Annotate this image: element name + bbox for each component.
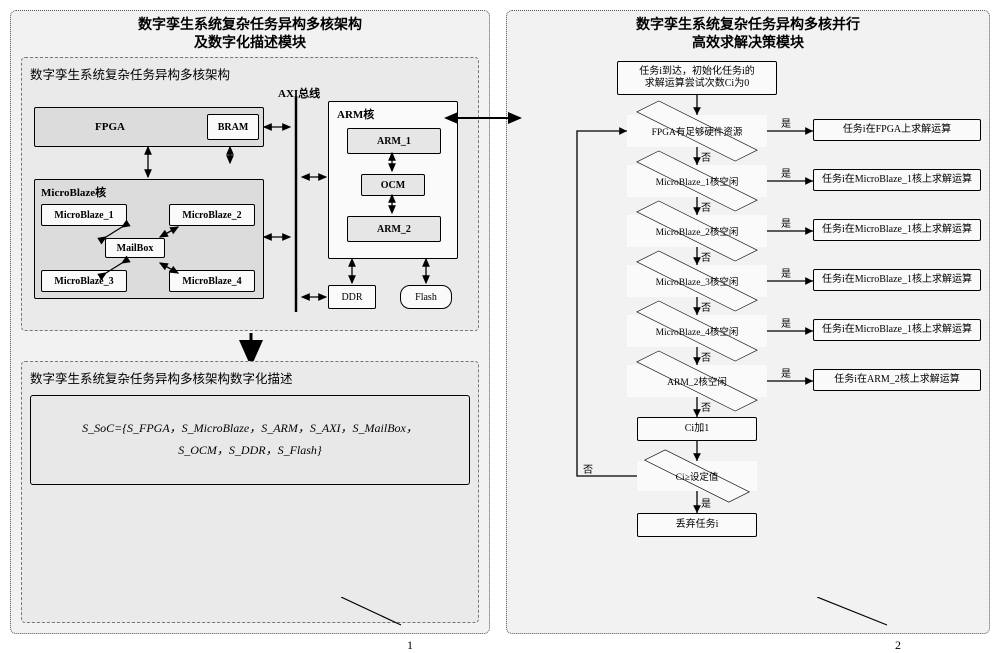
leader-left [341,597,451,637]
no-1: 否 [701,149,711,164]
no-3: 否 [701,249,711,264]
leader-right [817,597,937,637]
flow-inc: Ci加1 [637,417,757,441]
ocm-block: OCM [361,174,425,196]
arm1-block: ARM_1 [347,128,441,154]
yes-3: 是 [781,215,791,230]
arch-area: AXI总线 FPGA BRAM MicroBlaze核 MicroBlaze_1… [30,87,470,322]
flow-drop: 丢弃任务i [637,513,757,537]
flow-a1: 任务i在FPGA上求解运算 [813,119,981,141]
mailbox-block: MailBox [105,238,165,258]
arm2-block: ARM_2 [347,216,441,242]
no-5: 否 [701,349,711,364]
no-4: 否 [701,299,711,314]
mb3-block: MicroBlaze_3 [41,270,127,292]
arm-core-label: ARM核 [337,106,374,122]
desc-formula: S_SoC={S_FPGA，S_MicroBlaze，S_ARM，S_AXI，S… [30,395,470,484]
mb-core-label: MicroBlaze核 [41,184,106,200]
flow-d1: FPGA有足够硬件资源 [627,115,767,147]
yes-cmp: 是 [701,495,711,510]
fpga-block: FPGA BRAM [34,107,264,147]
flow-a6: 任务i在ARM_2核上求解运算 [813,369,981,391]
no-6: 否 [701,399,711,414]
mb1-block: MicroBlaze_1 [41,204,127,226]
flow-start: 任务i到达，初始化任务i的求解运算尝试次数Ci为0 [617,61,777,95]
ddr-block: DDR [328,285,376,309]
yes-2: 是 [781,165,791,180]
yes-6: 是 [781,365,791,380]
yes-5: 是 [781,315,791,330]
flow-d5: MicroBlaze_4核空闲 [627,315,767,347]
yes-4: 是 [781,265,791,280]
flow-area: 任务i到达，初始化任务i的求解运算尝试次数Ci为0 FPGA有足够硬件资源 Mi… [517,57,979,623]
flow-cmp: Ci≥设定值 [637,461,757,491]
left-module: 数字孪生系统复杂任务异构多核架构及数字化描述模块 数字孪生系统复杂任务异构多核架… [10,10,490,634]
flow-a2: 任务i在MicroBlaze_1核上求解运算 [813,169,981,191]
axi-label: AXI总线 [278,85,320,101]
flow-d4: MicroBlaze_3核空闲 [627,265,767,297]
right-module-title: 数字孪生系统复杂任务异构多核并行高效求解决策模块 [517,17,979,53]
no-2: 否 [701,199,711,214]
panel-connector [21,331,479,361]
arm-core: ARM核 ARM_1 OCM ARM_2 [328,101,458,259]
flow-a3: 任务i在MicroBlaze_1核上求解运算 [813,219,981,241]
microblaze-core: MicroBlaze核 MicroBlaze_1 MicroBlaze_2 Ma… [34,179,264,299]
flow-d2: MicroBlaze_1核空闲 [627,165,767,197]
arch-panel-title: 数字孪生系统复杂任务异构多核架构 [30,64,470,83]
annotation-2: 2 [895,638,901,653]
mb4-block: MicroBlaze_4 [169,270,255,292]
mb2-block: MicroBlaze_2 [169,204,255,226]
flow-d6: ARM_2核空闲 [627,365,767,397]
annotation-1: 1 [407,638,413,653]
no-cmp: 否 [583,461,593,476]
flash-block: Flash [400,285,452,309]
desc-panel: 数字孪生系统复杂任务异构多核架构数字化描述 S_SoC={S_FPGA，S_Mi… [21,361,479,623]
bram-block: BRAM [207,114,259,140]
right-module: 数字孪生系统复杂任务异构多核并行高效求解决策模块 任务i到达，初始化任务i的求解… [506,10,990,634]
desc-panel-title: 数字孪生系统复杂任务异构多核架构数字化描述 [30,368,470,387]
flow-a4: 任务i在MicroBlaze_1核上求解运算 [813,269,981,291]
yes-1: 是 [781,115,791,130]
left-module-title: 数字孪生系统复杂任务异构多核架构及数字化描述模块 [21,17,479,53]
fpga-label: FPGA [95,121,125,133]
module-link [440,108,530,128]
arch-panel: 数字孪生系统复杂任务异构多核架构 AXI总线 FPGA BRAM MicroBl… [21,57,479,331]
flow-d3: MicroBlaze_2核空闲 [627,215,767,247]
flow-a5: 任务i在MicroBlaze_1核上求解运算 [813,319,981,341]
